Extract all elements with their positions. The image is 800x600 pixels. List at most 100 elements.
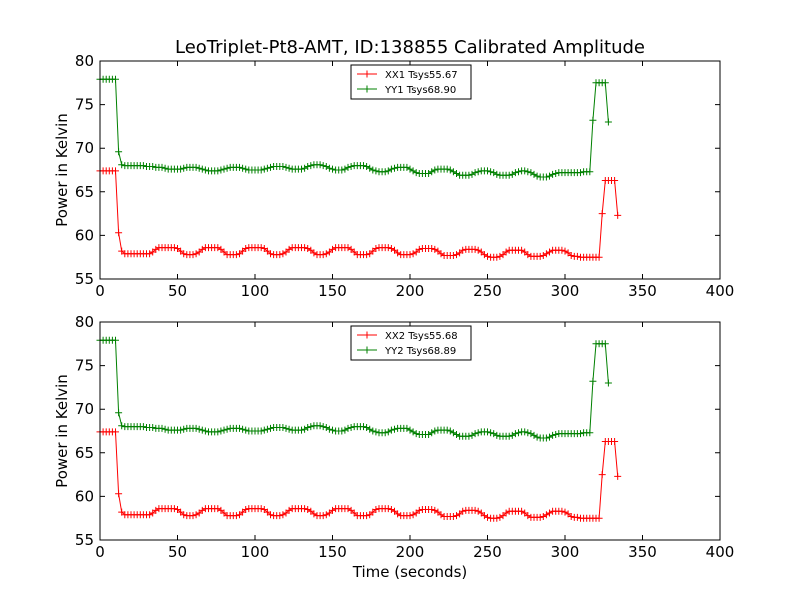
point-1-2-31 <box>192 163 200 171</box>
point-2-2-141 <box>533 433 541 441</box>
y-tick-label-2-3: 70 <box>75 400 94 418</box>
x-tick-label-2-2: 100 <box>241 543 270 561</box>
point-2-1-80 <box>344 505 352 513</box>
point-2-1-58 <box>276 512 284 520</box>
point-2-1-61 <box>285 506 293 514</box>
point-2-1-66 <box>301 505 309 513</box>
point-2-2-100 <box>406 426 414 434</box>
y-axis-label-2: Power in Kelvin <box>53 374 71 488</box>
point-1-1-69 <box>310 249 318 257</box>
point-2-2-126 <box>487 429 495 437</box>
legend-label-2-1: XX2 Tsys55.68 <box>385 331 458 342</box>
point-1-2-107 <box>428 168 436 176</box>
point-1-1-33 <box>198 245 206 253</box>
point-1-2-32 <box>195 164 203 172</box>
point-1-2-159 <box>589 116 597 124</box>
point-2-2-88 <box>369 427 377 435</box>
x-tick-label-2-5: 250 <box>473 543 502 561</box>
point-1-2-53 <box>260 165 268 173</box>
series-1-2 <box>96 75 612 181</box>
point-1-1-167 <box>614 211 622 219</box>
point-1-1-80 <box>344 244 352 252</box>
point-1-1-16 <box>146 250 154 258</box>
point-1-2-106 <box>425 169 433 177</box>
point-2-1-73 <box>322 511 330 519</box>
point-2-2-92 <box>381 429 389 437</box>
x-tick-label-1-7: 350 <box>628 282 657 300</box>
point-1-2-112 <box>443 165 451 173</box>
point-1-2-34 <box>201 166 209 174</box>
point-2-2-137 <box>521 428 529 436</box>
point-1-2-146 <box>549 170 557 178</box>
x-tick-label-2-8: 400 <box>706 543 735 561</box>
point-2-1-144 <box>542 511 550 519</box>
point-1-1-61 <box>285 245 293 253</box>
point-2-1-69 <box>310 510 318 518</box>
point-2-2-59 <box>279 424 287 432</box>
point-1-1-142 <box>536 252 544 260</box>
point-1-2-7 <box>118 161 126 169</box>
point-2-2-17 <box>149 424 157 432</box>
point-1-1-143 <box>539 251 547 259</box>
x-tick-label-1-1: 50 <box>168 282 187 300</box>
point-2-1-72 <box>319 512 327 520</box>
point-2-2-106 <box>425 430 433 438</box>
point-2-1-6 <box>115 490 123 498</box>
point-1-1-154 <box>573 252 581 260</box>
point-1-2-39 <box>217 166 225 174</box>
point-2-1-67 <box>304 505 312 513</box>
point-1-1-75 <box>329 245 336 253</box>
point-1-2-40 <box>220 165 228 173</box>
point-1-1-117 <box>459 246 467 254</box>
point-2-2-122 <box>474 429 482 437</box>
point-2-1-24 <box>170 505 178 513</box>
legend-label-1-2: YY1 Tsys68.90 <box>384 85 456 96</box>
point-1-2-125 <box>484 167 491 175</box>
point-1-2-115 <box>453 169 460 177</box>
point-2-1-138 <box>524 512 532 520</box>
point-2-2-163 <box>601 340 609 348</box>
x-tick-label-2-6: 300 <box>551 543 580 561</box>
point-2-2-139 <box>527 430 535 438</box>
point-2-2-41 <box>223 425 231 433</box>
point-1-1-162 <box>598 210 606 218</box>
point-1-2-139 <box>527 169 535 177</box>
point-2-1-89 <box>372 505 380 513</box>
point-2-2-45 <box>236 424 243 432</box>
x-tick-label-2-0: 0 <box>95 543 105 561</box>
point-2-1-129 <box>496 513 504 521</box>
series-2-1 <box>96 428 622 522</box>
point-2-1-108 <box>431 506 439 514</box>
point-1-1-18 <box>152 245 160 253</box>
point-1-1-122 <box>474 246 482 254</box>
point-1-2-135 <box>515 168 522 176</box>
x-tick-label-1-3: 150 <box>318 282 347 300</box>
point-1-2-14 <box>139 162 147 170</box>
point-2-1-96 <box>394 510 402 518</box>
point-1-1-136 <box>518 246 526 254</box>
point-2-2-107 <box>428 429 436 437</box>
point-1-2-121 <box>471 169 479 177</box>
point-1-2-89 <box>372 167 380 175</box>
point-1-1-55 <box>267 250 274 258</box>
point-1-1-93 <box>384 244 392 252</box>
plots: 0 50 100 150 200 250 300 350 400 55 60 65 70 75 80 Powe… <box>53 52 734 581</box>
point-2-1-55 <box>267 511 274 519</box>
y-tick-label-1-4: 75 <box>75 96 94 114</box>
point-1-2-81 <box>347 163 355 171</box>
point-1-2-141 <box>533 172 541 180</box>
legend-label-2-2: YY2 Tsys68.89 <box>384 346 456 357</box>
point-1-2-144 <box>542 173 550 181</box>
point-1-1-110 <box>437 250 445 258</box>
point-2-2-72 <box>319 423 327 431</box>
point-1-2-113 <box>446 166 454 174</box>
point-2-2-133 <box>508 431 516 439</box>
point-2-1-125 <box>484 513 491 521</box>
y-tick-label-2-5: 80 <box>75 313 94 331</box>
legend-box-2 <box>350 325 472 361</box>
x-tick-label-1-8: 400 <box>706 282 735 300</box>
point-1-2-47 <box>242 165 250 173</box>
point-2-2-135 <box>515 429 522 437</box>
point-2-1-18 <box>152 506 160 514</box>
